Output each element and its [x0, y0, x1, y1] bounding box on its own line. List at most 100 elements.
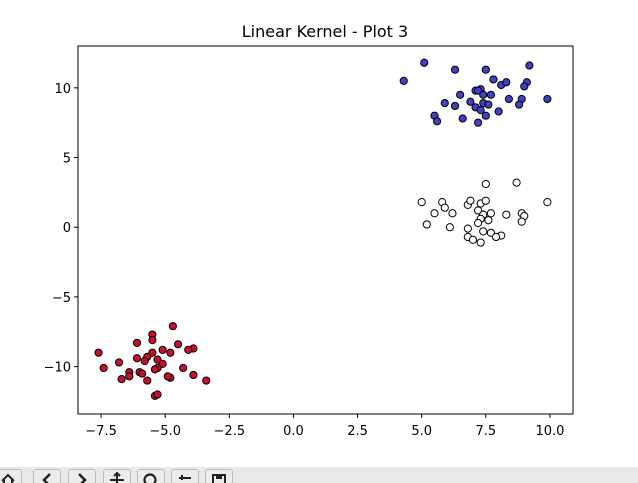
x-tick-label: −5.0 — [149, 424, 181, 439]
data-point — [117, 375, 126, 384]
data-point — [440, 203, 449, 212]
data-point — [543, 198, 552, 207]
floppy-disk-icon — [212, 474, 226, 483]
data-point — [494, 107, 503, 116]
data-point — [474, 218, 483, 228]
x-tick-label: 7.5 — [475, 424, 496, 439]
data-point — [179, 363, 188, 373]
home-button[interactable] — [0, 469, 22, 483]
data-point — [430, 209, 439, 218]
data-point — [479, 227, 488, 236]
data-point — [166, 348, 175, 357]
arrow-right-icon — [78, 473, 87, 483]
data-point — [158, 345, 167, 354]
x-tick-label: 10.0 — [535, 424, 564, 439]
sliders-icon — [179, 475, 191, 483]
data-point — [481, 196, 490, 205]
x-tick-label: 5.0 — [411, 424, 432, 439]
scatter-points — [94, 58, 552, 400]
data-point — [479, 90, 488, 99]
data-point — [417, 198, 426, 207]
y-tick-label: −5 — [52, 291, 71, 306]
data-point — [99, 363, 108, 373]
data-point — [148, 336, 157, 345]
chart-title: Linear Kernel - Plot 3 — [242, 22, 408, 41]
data-point — [132, 354, 142, 363]
data-point — [202, 376, 211, 385]
data-point — [476, 106, 485, 115]
x-tick-label: 0.0 — [283, 424, 304, 439]
data-point — [481, 111, 490, 120]
y-axis: −10 −5 0 5 10 — [44, 82, 78, 376]
data-point — [525, 61, 534, 70]
data-point — [489, 75, 498, 84]
data-point — [502, 210, 511, 219]
data-point — [138, 369, 147, 378]
data-point — [448, 209, 457, 218]
data-point — [491, 232, 501, 242]
data-point — [399, 76, 408, 85]
data-point — [125, 372, 134, 381]
data-point — [466, 97, 475, 106]
back-button[interactable] — [33, 469, 61, 483]
data-point — [484, 100, 493, 109]
data-point — [450, 65, 460, 74]
data-point — [140, 356, 149, 366]
data-point — [432, 117, 442, 126]
data-point — [543, 94, 552, 104]
data-point — [481, 65, 490, 74]
data-point — [445, 223, 454, 232]
arrow-left-icon — [42, 473, 51, 483]
data-point — [468, 235, 478, 244]
plot-area — [77, 45, 574, 415]
data-point — [150, 365, 160, 374]
data-point — [481, 179, 490, 189]
data-point — [474, 118, 483, 127]
pan-button[interactable] — [103, 469, 131, 483]
y-tick-label: −10 — [44, 361, 71, 376]
figure: Linear Kernel - Plot 3 −7.5 −5.0 −2.5 0.0 2.… — [44, 22, 574, 439]
data-point — [486, 90, 496, 99]
navigation-toolbar — [0, 467, 638, 483]
data-point — [484, 216, 493, 225]
data-point — [94, 348, 103, 357]
configure-subplots-button[interactable] — [171, 469, 199, 483]
data-point — [450, 101, 460, 111]
home-icon — [1, 473, 15, 483]
data-point — [440, 99, 449, 108]
data-point — [184, 345, 193, 354]
data-point — [515, 100, 524, 109]
data-point — [422, 220, 431, 229]
data-point — [168, 322, 177, 331]
data-point — [420, 58, 429, 67]
x-tick-label: −7.5 — [85, 424, 117, 439]
y-tick-label: 10 — [54, 82, 71, 97]
data-point — [143, 376, 152, 385]
save-button[interactable] — [205, 469, 233, 483]
data-point — [456, 90, 465, 99]
data-point — [463, 224, 472, 233]
data-point — [476, 238, 485, 247]
y-tick-label: 5 — [63, 152, 71, 167]
data-point — [153, 390, 162, 399]
data-point — [517, 217, 526, 226]
data-point — [512, 178, 521, 187]
x-tick-label: 2.5 — [347, 424, 368, 439]
data-point — [502, 78, 511, 87]
data-point — [466, 196, 475, 205]
y-tick-label: 0 — [63, 221, 71, 236]
data-point — [114, 358, 124, 367]
magnifier-icon — [143, 473, 157, 483]
move-icon — [110, 472, 124, 483]
zoom-button[interactable] — [137, 469, 165, 483]
data-point — [189, 370, 198, 380]
data-point — [458, 114, 467, 123]
data-point — [486, 209, 496, 218]
data-point — [132, 338, 142, 348]
data-point — [520, 82, 529, 91]
x-tick-label: −2.5 — [214, 424, 246, 439]
data-point — [504, 94, 513, 104]
data-point — [163, 372, 172, 381]
forward-button[interactable] — [68, 469, 96, 483]
data-point — [173, 340, 183, 349]
